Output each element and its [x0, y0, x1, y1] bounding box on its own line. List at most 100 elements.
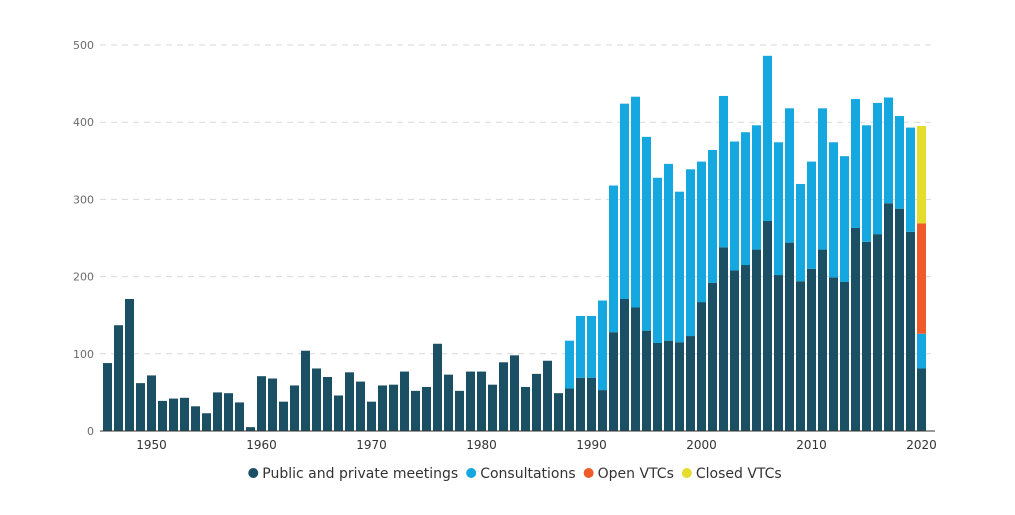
- bar-public-and-private-meetings-1986: [542, 360, 553, 431]
- bar-public-and-private-meetings-2014: [850, 227, 861, 431]
- legend-item: Closed VTCs: [681, 466, 782, 482]
- bar-public-and-private-meetings-1960: [256, 376, 267, 431]
- bar-public-and-private-meetings-1947: [113, 325, 124, 431]
- y-tick-label: 400: [73, 116, 94, 129]
- bar-public-and-private-meetings-1954: [190, 406, 201, 431]
- bar-public-and-private-meetings-1957: [223, 393, 234, 431]
- bar-consultations-1999: [685, 169, 696, 337]
- legend-marker: [466, 468, 477, 478]
- x-tick-label: 1990: [576, 438, 607, 452]
- bar-closed-vtcs-2020: [916, 126, 927, 224]
- legend-label: Open VTCs: [598, 466, 674, 482]
- legend: Public and private meetings Consultations…: [248, 466, 782, 482]
- bar-public-and-private-meetings-2020: [916, 368, 927, 431]
- bar-public-and-private-meetings-1969: [355, 381, 366, 431]
- bar-consultations-2020: [916, 333, 927, 369]
- bar-public-and-private-meetings-1985: [531, 373, 542, 431]
- bar-public-and-private-meetings-2007: [773, 275, 784, 431]
- bar-consultations-2009: [795, 183, 806, 282]
- bar-public-and-private-meetings-1978: [454, 390, 465, 431]
- bar-consultations-1997: [663, 163, 674, 341]
- gridlines: [100, 44, 935, 355]
- legend-marker: [248, 468, 259, 478]
- bar-public-and-private-meetings-1972: [388, 384, 399, 431]
- bar-consultations-1990: [586, 315, 597, 378]
- bar-public-and-private-meetings-1997: [663, 340, 674, 431]
- bar-public-and-private-meetings-2002: [718, 247, 729, 431]
- bar-consultations-2011: [817, 108, 828, 250]
- x-tick-label: 2020: [906, 438, 937, 452]
- bar-public-and-private-meetings-1948: [124, 298, 135, 431]
- bar-public-and-private-meetings-2015: [861, 241, 872, 431]
- bar-public-and-private-meetings-2006: [762, 221, 773, 431]
- bar-public-and-private-meetings-2019: [905, 231, 916, 431]
- bar-public-and-private-meetings-1959: [245, 427, 256, 431]
- bar-public-and-private-meetings-1998: [674, 342, 685, 431]
- bar-consultations-2004: [740, 132, 751, 266]
- bar-public-and-private-meetings-2017: [883, 203, 894, 431]
- bar-consultations-2008: [784, 108, 795, 243]
- bar-consultations-2014: [850, 99, 861, 228]
- legend-label: Public and private meetings: [262, 466, 458, 482]
- bar-public-and-private-meetings-1982: [498, 362, 509, 431]
- x-tick-label: 1980: [466, 438, 497, 452]
- bar-public-and-private-meetings-1984: [520, 386, 531, 431]
- bar-public-and-private-meetings-1964: [300, 350, 311, 431]
- bar-public-and-private-meetings-2003: [729, 270, 740, 431]
- bar-public-and-private-meetings-1958: [234, 402, 245, 431]
- bar-public-and-private-meetings-1994: [630, 307, 641, 431]
- bar-public-and-private-meetings-1952: [168, 398, 179, 431]
- legend-item: Public and private meetings: [248, 466, 458, 482]
- bar-public-and-private-meetings-2001: [707, 282, 718, 431]
- bar-public-and-private-meetings-1968: [344, 372, 355, 431]
- bar-public-and-private-meetings-1983: [509, 355, 520, 431]
- bar-public-and-private-meetings-2004: [740, 265, 751, 431]
- bar-consultations-2012: [828, 142, 839, 278]
- bar-public-and-private-meetings-1949: [135, 383, 146, 431]
- bar-public-and-private-meetings-1988: [564, 388, 575, 431]
- bar-public-and-private-meetings-2005: [751, 249, 762, 431]
- bar-open-vtcs-2020: [916, 223, 927, 334]
- legend-item: Open VTCs: [583, 466, 674, 482]
- bar-consultations-2017: [883, 97, 894, 204]
- x-axis-ticks: 1950 1960 1970 1980 1990 2000 2010 2020: [136, 438, 937, 452]
- bar-public-and-private-meetings-1990: [586, 377, 597, 431]
- bar-consultations-2002: [718, 95, 729, 248]
- bar-consultations-1992: [608, 185, 619, 333]
- bar-consultations-2018: [894, 116, 905, 209]
- bar-public-and-private-meetings-1963: [289, 385, 300, 431]
- bar-public-and-private-meetings-1992: [608, 332, 619, 431]
- bar-consultations-2016: [872, 102, 883, 235]
- bar-public-and-private-meetings-2013: [839, 282, 850, 431]
- bar-public-and-private-meetings-1991: [597, 390, 608, 431]
- bar-consultations-2013: [839, 156, 850, 283]
- y-tick-label: 300: [73, 193, 94, 206]
- bar-consultations-1995: [641, 136, 652, 331]
- legend-label: Consultations: [480, 466, 575, 482]
- bar-public-and-private-meetings-1955: [201, 413, 212, 431]
- x-tick-label: 2010: [796, 438, 827, 452]
- bar-public-and-private-meetings-2018: [894, 208, 905, 431]
- bar-public-and-private-meetings-1961: [267, 378, 278, 431]
- bar-public-and-private-meetings-1996: [652, 342, 663, 431]
- bar-public-and-private-meetings-2012: [828, 277, 839, 431]
- bar-consultations-2015: [861, 125, 872, 242]
- bar-public-and-private-meetings-1980: [476, 371, 487, 431]
- y-tick-label: 100: [73, 348, 94, 361]
- bar-public-and-private-meetings-1999: [685, 336, 696, 431]
- y-tick-label: 0: [87, 425, 94, 438]
- bars: [102, 55, 927, 431]
- bar-public-and-private-meetings-1975: [421, 386, 432, 431]
- legend-label: Closed VTCs: [696, 466, 782, 482]
- legend-marker: [681, 468, 692, 478]
- y-tick-label: 200: [73, 271, 94, 284]
- legend-marker: [583, 468, 594, 478]
- bar-consultations-2001: [707, 149, 718, 283]
- x-tick-label: 2000: [686, 438, 717, 452]
- bar-public-and-private-meetings-2010: [806, 268, 817, 431]
- bar-public-and-private-meetings-1993: [619, 298, 630, 431]
- bar-public-and-private-meetings-1962: [278, 401, 289, 431]
- bar-public-and-private-meetings-1974: [410, 390, 421, 431]
- bar-consultations-1988: [564, 340, 575, 389]
